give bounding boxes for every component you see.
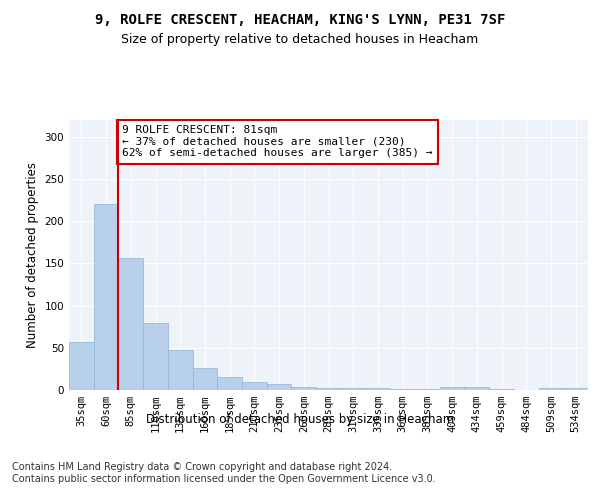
Bar: [440, 388, 464, 390]
Bar: [390, 389, 415, 390]
Bar: [69, 342, 94, 390]
Text: Size of property relative to detached houses in Heacham: Size of property relative to detached ho…: [121, 32, 479, 46]
Text: Contains HM Land Registry data © Crown copyright and database right 2024.
Contai: Contains HM Land Registry data © Crown c…: [12, 462, 436, 484]
Bar: [242, 382, 267, 390]
Text: 9 ROLFE CRESCENT: 81sqm
← 37% of detached houses are smaller (230)
62% of semi-d: 9 ROLFE CRESCENT: 81sqm ← 37% of detache…: [122, 125, 433, 158]
Y-axis label: Number of detached properties: Number of detached properties: [26, 162, 39, 348]
Bar: [464, 388, 489, 390]
Text: 9, ROLFE CRESCENT, HEACHAM, KING'S LYNN, PE31 7SF: 9, ROLFE CRESCENT, HEACHAM, KING'S LYNN,…: [95, 12, 505, 26]
Bar: [365, 388, 390, 390]
Bar: [316, 388, 341, 390]
Bar: [267, 384, 292, 390]
Bar: [118, 258, 143, 390]
Bar: [193, 368, 217, 390]
Bar: [415, 389, 440, 390]
Bar: [217, 378, 242, 390]
Bar: [94, 204, 118, 390]
Bar: [489, 389, 514, 390]
Bar: [168, 350, 193, 390]
Bar: [292, 386, 316, 390]
Bar: [341, 388, 365, 390]
Bar: [539, 388, 563, 390]
Bar: [563, 388, 588, 390]
Text: Distribution of detached houses by size in Heacham: Distribution of detached houses by size …: [146, 412, 454, 426]
Bar: [143, 322, 168, 390]
